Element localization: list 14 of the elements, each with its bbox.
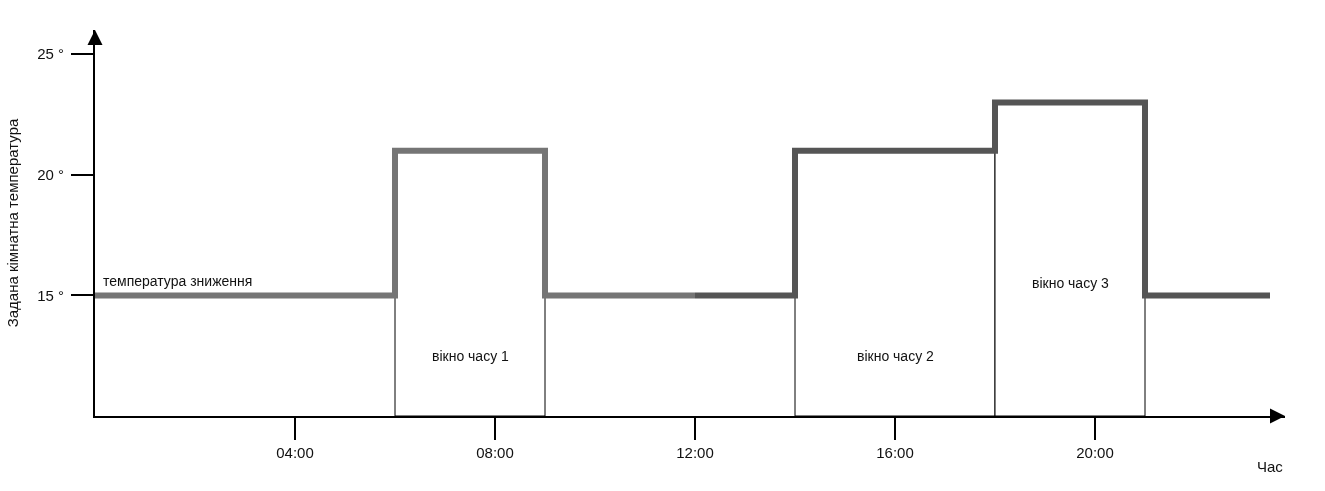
x-tick-label: 20:00 [1076, 444, 1114, 461]
annotation: температура зниження [103, 273, 253, 289]
x-tick-label: 04:00 [276, 444, 314, 461]
x-tick-label: 12:00 [676, 444, 714, 461]
band-label: вікно часу 1 [432, 348, 510, 364]
x-tick-label: 16:00 [876, 444, 914, 461]
band-label: вікно часу 2 [857, 348, 935, 364]
band-label: вікно часу 3 [1032, 275, 1110, 291]
y-tick-label: 20 ° [37, 166, 64, 183]
x-axis-title: Час [1257, 458, 1284, 475]
x-tick-label: 08:00 [476, 444, 514, 461]
y-tick-label: 25 ° [37, 45, 64, 63]
y-tick-label: 15 ° [37, 286, 64, 304]
y-axis-title: Задана кімнатна температура [3, 118, 21, 328]
